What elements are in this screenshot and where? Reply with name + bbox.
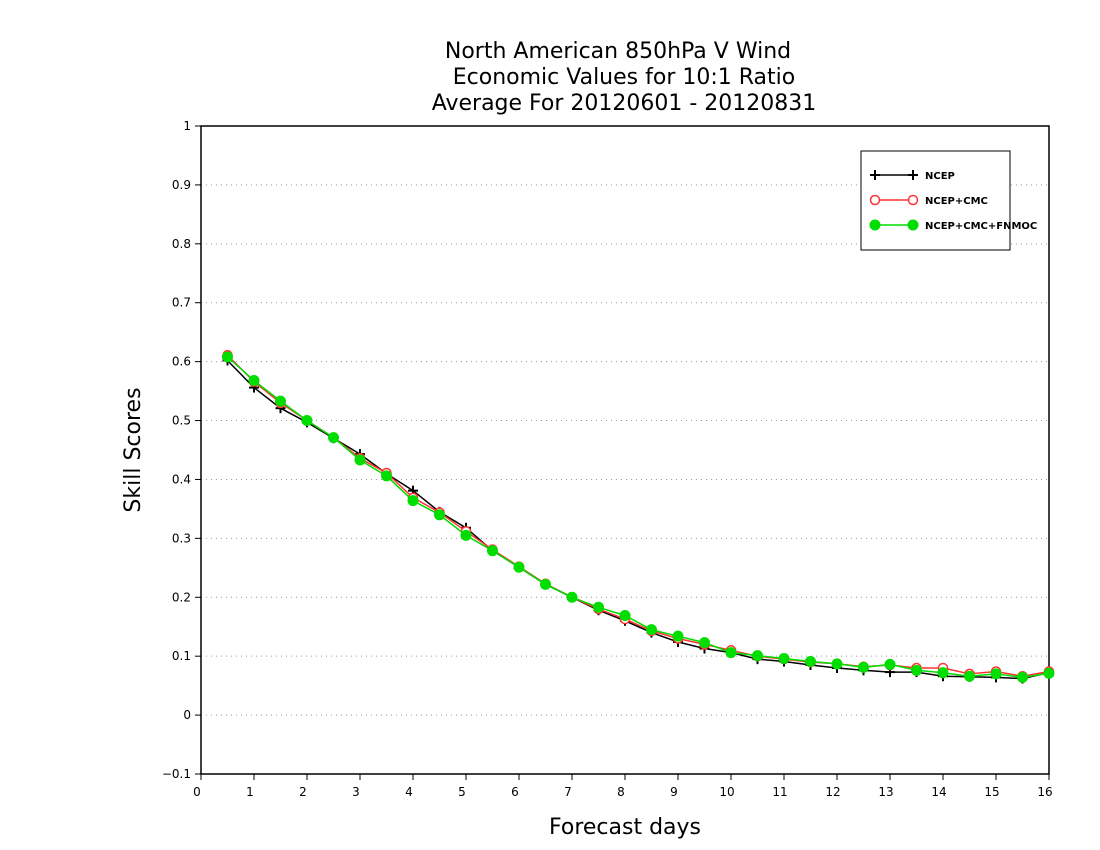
x-tick-label: 1 (246, 785, 254, 799)
series-line (226, 359, 1050, 680)
x-tick-label: 8 (617, 785, 625, 799)
series-layer (222, 349, 1055, 684)
data-point (275, 395, 286, 407)
gridlines (201, 184, 1049, 716)
x-tick-label: 16 (1037, 785, 1052, 799)
y-tick-label: 1 (183, 119, 191, 133)
data-point (593, 601, 604, 613)
legend-label: NCEP (925, 171, 955, 182)
title-line-1: North American 850hPa V Wind (445, 39, 791, 64)
data-point (407, 495, 419, 507)
data-point (619, 610, 631, 622)
legend-label: NCEP+CMC+FNMOC (925, 221, 1037, 232)
x-axis-label: Forecast days (549, 815, 701, 840)
series-0 (222, 355, 1054, 684)
x-tick-label: 13 (878, 785, 893, 799)
y-axis-ticks: −0.1 0 0.1 0.2 0.3 0.4 0.5 0.6 0.7 0.8 0.9 1 (162, 119, 201, 781)
data-point (990, 668, 1002, 680)
data-point (831, 658, 843, 670)
data-point (778, 653, 790, 665)
x-tick-label: 0 (193, 785, 201, 799)
legend-label: NCEP+CMC (925, 196, 988, 207)
data-point (434, 509, 445, 521)
title-line-3: Average For 20120601 - 20120831 (432, 91, 817, 116)
x-tick-label: 15 (984, 785, 999, 799)
data-point (354, 454, 366, 466)
legend-item: NCEP (870, 170, 955, 182)
data-point (1043, 667, 1055, 679)
data-point (884, 658, 896, 670)
data-point (672, 630, 684, 642)
x-tick-label: 9 (670, 785, 678, 799)
data-point (911, 664, 922, 676)
y-axis-label: Skill Scores (121, 387, 146, 512)
data-point (646, 624, 657, 636)
data-point (248, 374, 260, 386)
legend-marker (907, 194, 919, 206)
x-tick-label: 2 (299, 785, 307, 799)
title-line-2: Economic Values for 10:1 Ratio (453, 65, 795, 90)
x-tick-label: 7 (564, 785, 572, 799)
x-axis-ticks: 0 1 2 3 4 5 6 7 8 9 10 11 12 13 14 15 16 (193, 774, 1053, 799)
data-point (487, 545, 498, 557)
data-point (540, 578, 551, 590)
legend-item: NCEP+CMC+FNMOC (869, 219, 1037, 232)
data-point (752, 650, 763, 662)
data-point (460, 529, 472, 541)
x-tick-label: 6 (511, 785, 519, 799)
data-point (328, 432, 339, 444)
data-point (699, 637, 710, 649)
data-point (513, 561, 525, 573)
x-tick-label: 3 (352, 785, 360, 799)
data-point (725, 647, 737, 659)
x-tick-label: 10 (719, 785, 734, 799)
data-point (1017, 671, 1028, 683)
data-point (381, 470, 392, 482)
series-2 (222, 351, 1055, 683)
legend: NCEP NCEP+CMC NCEP+CMC+FNMOC (860, 150, 1037, 251)
data-point (858, 661, 869, 673)
legend-marker (869, 219, 881, 231)
y-tick-label: 0 (183, 708, 191, 722)
y-tick-label: 0.3 (172, 531, 191, 545)
x-tick-label: 12 (825, 785, 840, 799)
chart-title: North American 850hPa V Wind Economic Va… (432, 39, 817, 116)
y-tick-label: 0.1 (172, 649, 191, 663)
y-tick-label: 0.2 (172, 590, 191, 604)
data-point (222, 351, 233, 363)
series-line (227, 356, 1050, 679)
legend-marker (870, 170, 880, 180)
y-tick-label: 0.8 (172, 237, 191, 251)
data-point (964, 670, 975, 682)
x-tick-label: 4 (405, 785, 413, 799)
legend-marker (907, 219, 919, 231)
data-point (937, 667, 949, 679)
legend-marker (908, 170, 918, 180)
data-point (566, 591, 578, 603)
x-tick-label: 14 (931, 785, 946, 799)
legend-marker (869, 194, 881, 206)
data-point (301, 415, 313, 427)
legend-item: NCEP+CMC (869, 194, 988, 207)
y-tick-label: 0.6 (172, 355, 191, 369)
y-tick-label: 0.4 (172, 472, 191, 486)
x-tick-label: 5 (458, 785, 466, 799)
series-1 (222, 349, 1055, 682)
data-point (805, 655, 816, 667)
y-tick-label: 0.9 (172, 178, 191, 192)
y-tick-label: 0.7 (172, 296, 191, 310)
y-tick-label: −0.1 (162, 767, 191, 781)
y-tick-label: 0.5 (172, 414, 191, 428)
series-line (226, 354, 1050, 677)
x-tick-label: 11 (772, 785, 787, 799)
